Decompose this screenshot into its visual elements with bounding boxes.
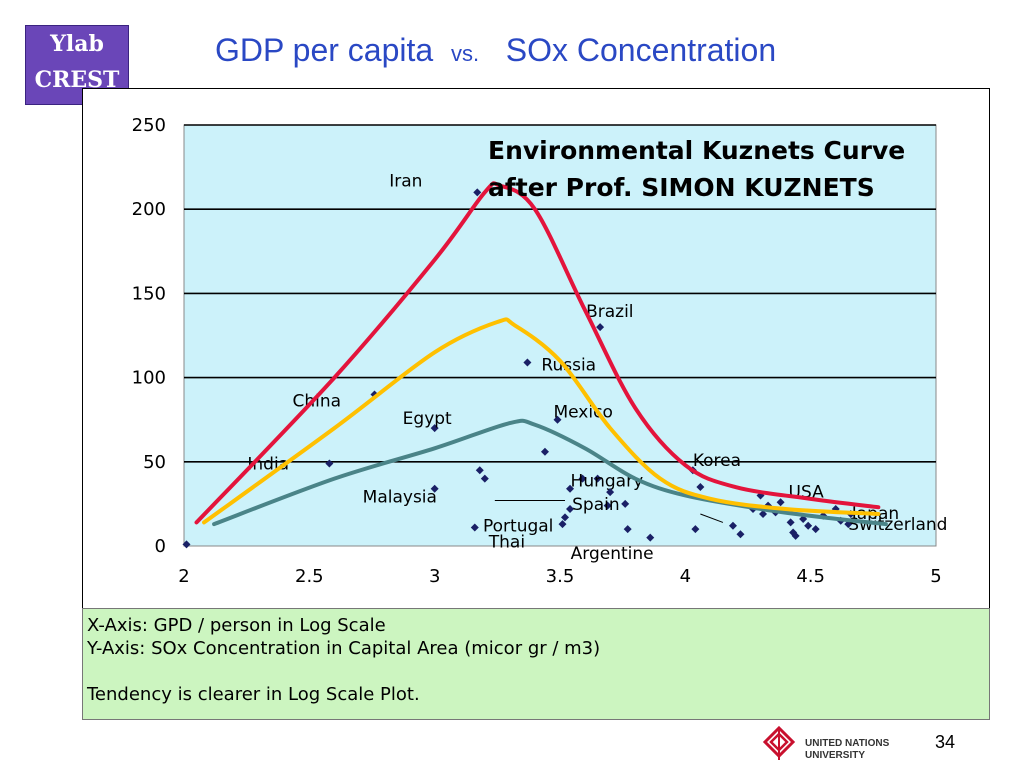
point-label-mexico: Mexico	[553, 403, 612, 423]
data-point-11	[646, 533, 655, 542]
annotation-line-1: Environmental Kuznets Curve	[488, 136, 906, 165]
point-label-switzerland: Switzerland	[848, 515, 947, 535]
logo-text-line-1: Ylab	[50, 31, 104, 57]
data-point-5	[566, 484, 575, 493]
slide-title: GDP per capita vs. SOx Concentration	[215, 32, 776, 69]
y-tick-label-0: 0	[155, 536, 166, 557]
yellow-kuznets-curve	[202, 317, 881, 525]
point-label-korea: Korea	[693, 451, 741, 471]
notes-x-axis: X-Axis: GPD / person in Log Scale	[87, 615, 386, 636]
data-point-15	[736, 530, 745, 539]
y-tick-label-50: 50	[143, 452, 166, 473]
x-tick-label-3.5: 3.5	[546, 566, 575, 587]
data-point-spain	[606, 488, 615, 497]
data-point-13	[691, 525, 700, 534]
data-point-7	[558, 520, 567, 529]
data-point-9	[603, 501, 612, 510]
x-tick-label-2.5: 2.5	[295, 566, 324, 587]
data-point-3	[480, 474, 489, 483]
data-point-14	[728, 521, 737, 530]
point-label-argentine: Argentine	[571, 544, 654, 564]
data-point-20	[776, 498, 785, 507]
org-line-2: UNIVERSITY	[805, 750, 866, 761]
point-label-russia: Russia	[541, 355, 596, 375]
data-point-17	[759, 510, 768, 519]
y-tick-label-100: 100	[132, 368, 166, 389]
point-label-iran: Iran	[389, 171, 422, 191]
x-tick-label-4.5: 4.5	[796, 566, 825, 587]
data-point-25	[804, 521, 813, 530]
notes-tendency: Tendency is clearer in Log Scale Plot.	[87, 684, 420, 705]
point-label-brazil: Brazil	[586, 302, 633, 322]
x-tick-label-2: 2	[178, 566, 189, 587]
data-point-26	[811, 525, 820, 534]
data-point-argentine	[623, 525, 632, 534]
title-vs: vs.	[450, 41, 480, 66]
point-label-malaysia: Malaysia	[363, 488, 437, 508]
leader-line-spain	[700, 513, 724, 523]
red-kuznets-curve	[194, 181, 881, 525]
data-point-1	[182, 540, 191, 549]
point-label-portugal: Portugal	[483, 516, 553, 536]
title-right: SOx Concentration	[505, 32, 777, 68]
data-point-23	[791, 531, 800, 540]
un-university-logo-icon	[760, 724, 798, 762]
data-point-2	[475, 466, 484, 475]
y-tick-label-250: 250	[132, 115, 166, 136]
x-tick-label-5: 5	[930, 566, 941, 587]
y-tick-label-150: 150	[132, 283, 166, 304]
data-point-portugal	[561, 513, 570, 522]
data-point-egypt	[430, 424, 439, 433]
data-point-iran	[473, 188, 482, 197]
point-label-thai: Thai	[488, 532, 525, 552]
un-university-wordmark: UNITED NATIONS UNIVERSITY	[805, 738, 889, 762]
data-point-8	[593, 474, 602, 483]
data-point-russia	[523, 358, 532, 367]
chart-frame: 0 50 100 150 200 250 2 2.5 3 3.5 4 4.5 5 Iran Brazil Ru…	[82, 88, 990, 610]
scatter-chart: 0 50 100 150 200 250 2 2.5 3 3.5 4 4.5 5 Iran Brazil Ru…	[132, 115, 948, 587]
data-point-mexico	[553, 415, 562, 424]
data-point-malaysia	[430, 484, 439, 493]
data-point-12	[696, 483, 705, 492]
org-line-1: UNITED NATIONS	[805, 738, 890, 749]
data-point-10	[621, 499, 630, 508]
notes-y-axis: Y-Axis: SOx Concentration in Capital Are…	[87, 638, 601, 659]
x-tick-label-4: 4	[680, 566, 691, 587]
data-point-4	[540, 447, 549, 456]
data-point-thai	[470, 523, 479, 532]
data-point-brazil	[596, 323, 605, 332]
point-label-china: China	[293, 391, 342, 411]
title-left: GDP per capita	[215, 32, 434, 68]
data-point-6	[566, 504, 575, 513]
plot-area	[183, 124, 937, 547]
point-label-egypt: Egypt	[403, 409, 452, 429]
teal-kuznets-curve	[212, 418, 888, 527]
notes-blank	[87, 660, 989, 683]
annotation-line-2: after Prof. SIMON KUZNETS	[488, 173, 875, 202]
data-point-hungary	[578, 474, 587, 483]
data-point-21	[786, 518, 795, 527]
y-tick-label-200: 200	[132, 199, 166, 220]
page-number: 34	[935, 732, 956, 752]
point-label-hungary: Hungary	[571, 472, 644, 492]
point-label-spain: Spain	[572, 495, 620, 515]
x-tick-label-3: 3	[429, 566, 440, 587]
data-point-india	[325, 459, 334, 468]
ekc-annotation: Environmental Kuznets Curve after Prof. S…	[488, 132, 905, 206]
data-point-japan	[831, 504, 840, 513]
notes-box: X-Axis: GPD / person in Log Scale Y-Axis…	[82, 608, 990, 720]
